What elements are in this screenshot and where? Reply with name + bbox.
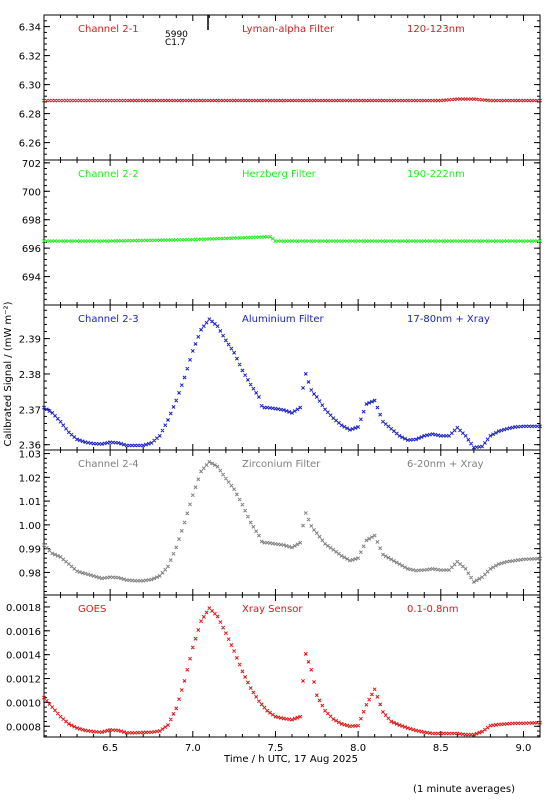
- y-tick-label: 0.99: [19, 545, 41, 556]
- y-tick-label: 1.03: [19, 450, 41, 461]
- flare-marker-class: C1.7: [165, 38, 186, 48]
- band-label: 190-222nm: [407, 169, 465, 180]
- filter-label: Aluminium Filter: [242, 314, 325, 325]
- y-tick-label: 700: [22, 187, 41, 198]
- x-axis-label: Time / h UTC, 17 Aug 2025: [223, 754, 358, 765]
- data-points: [42, 97, 542, 103]
- y-tick-label: 0.98: [19, 568, 41, 579]
- flare-marker-id: 5990: [165, 30, 188, 40]
- data-points: [42, 606, 542, 737]
- y-tick-label: 1.02: [19, 473, 41, 484]
- channel-label: GOES: [78, 604, 106, 615]
- x-tick-label: 7.0: [185, 743, 201, 754]
- data-points: [42, 234, 542, 243]
- panel-frame: [43, 449, 541, 596]
- y-tick-label: 2.36: [19, 441, 41, 452]
- panel-5: 0.0008 0.0010 0.0012 0.0014 0.0016 0.0018 GOES…: [6, 594, 542, 754]
- series-1: [42, 97, 542, 103]
- x-tick-label: 6.5: [102, 743, 118, 754]
- channel-label: Channel 2-1: [78, 24, 139, 35]
- y-tick-label: 0.0016: [6, 627, 41, 638]
- y-tick-label: 2.37: [19, 405, 41, 416]
- y-tick-label: 0.0014: [6, 651, 41, 662]
- y-tick-label: 2.38: [19, 370, 41, 381]
- panel-frame: [43, 159, 541, 306]
- y-tick-label: 702: [22, 159, 41, 170]
- y-tick-label: 6.34: [19, 23, 41, 34]
- filter-label: Herzberg Filter: [242, 169, 317, 180]
- band-label: 6-20nm + Xray: [407, 459, 484, 470]
- series-5: [42, 606, 542, 737]
- y-tick-label: 6.28: [19, 110, 41, 121]
- chart-panels: 6.26 6.28 6.30 6.32 6.34 Channel 2-1 Lyman-alp…: [6, 14, 542, 754]
- x-tick-label: 8.5: [433, 743, 449, 754]
- panel-frame: [43, 14, 541, 161]
- series-2: [42, 234, 542, 243]
- panel-3: 2.36 2.37 2.38 2.39 Channel 2-3 Aluminium Fil…: [19, 304, 542, 452]
- panel-frame: [43, 304, 541, 451]
- x-tick-label: 7.5: [268, 743, 284, 754]
- channel-label: Channel 2-2: [78, 169, 139, 180]
- series-3: [42, 317, 542, 450]
- y-tick-label: 0.0010: [6, 698, 41, 709]
- y-tick-label: 6.32: [19, 52, 41, 63]
- footnote: (1 minute averages): [413, 784, 515, 795]
- y-tick-label: 0.0018: [6, 603, 41, 614]
- filter-label: Xray Sensor: [242, 604, 303, 615]
- channel-label: Channel 2-3: [78, 314, 139, 325]
- filter-label: Lyman-alpha Filter: [242, 24, 335, 35]
- channel-label: Channel 2-4: [78, 459, 139, 470]
- panel-frame: [43, 594, 541, 738]
- y-tick-label: 2.39: [19, 335, 41, 346]
- band-label: 17-80nm + Xray: [407, 314, 490, 325]
- panel-2: 694 696 698 700 702 Channel 2-2 Herzberg Filte…: [22, 159, 542, 306]
- flare-marker: 5990 C1.7: [165, 15, 209, 48]
- panel-1: 6.26 6.28 6.30 6.32 6.34 Channel 2-1 Lyman-alp…: [19, 14, 542, 161]
- y-tick-label: 0.0012: [6, 675, 41, 686]
- y-axis-label: Calibrated Signal / (mW m⁻²): [3, 301, 14, 446]
- y-tick-label: 6.26: [19, 139, 41, 150]
- y-tick-label: 6.30: [19, 81, 41, 92]
- y-tick-label: 1.00: [19, 521, 41, 532]
- y-tick-label: 698: [22, 216, 41, 227]
- y-tick-label: 0.0008: [6, 722, 41, 733]
- x-tick-label: 9.0: [516, 743, 532, 754]
- y-tick-label: 696: [22, 244, 41, 255]
- band-label: 0.1-0.8nm: [407, 604, 459, 615]
- y-tick-label: 1.01: [19, 497, 41, 508]
- filter-label: Zirconium Filter: [242, 459, 321, 470]
- y-tick-label: 694: [22, 273, 41, 284]
- data-points: [42, 459, 542, 584]
- x-tick-label: 8.0: [350, 743, 366, 754]
- series-4: [42, 459, 542, 584]
- data-points: [42, 317, 542, 450]
- panel-4: 0.98 0.99 1.00 1.01 1.02 1.03 Channel 2-4 Zirco…: [19, 449, 542, 596]
- band-label: 120-123nm: [407, 24, 465, 35]
